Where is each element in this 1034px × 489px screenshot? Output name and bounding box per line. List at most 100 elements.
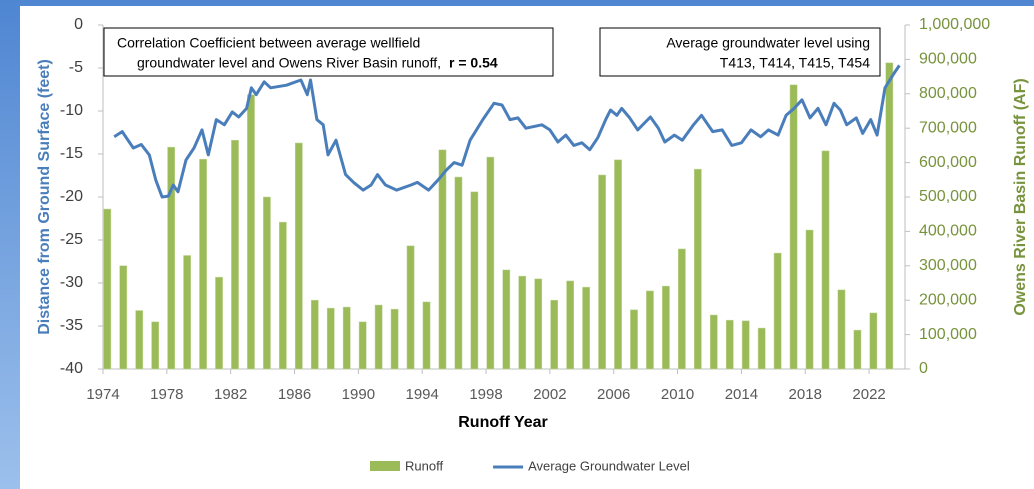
y2-tick-label: 600,000 <box>919 154 977 171</box>
y2-tick-label: 200,000 <box>919 291 977 308</box>
bar <box>534 278 543 370</box>
x-tick-label: 2002 <box>533 386 566 403</box>
y2-tick-label: 0 <box>919 360 928 377</box>
annotation-box <box>103 27 554 77</box>
bar <box>582 286 590 370</box>
bar <box>773 252 782 370</box>
bar <box>805 229 814 370</box>
bar <box>566 280 574 370</box>
bar <box>662 285 670 370</box>
y-tick-label: 0 <box>74 16 83 33</box>
bar <box>183 255 191 370</box>
x-tick-label: 1978 <box>150 386 183 403</box>
y2-tick-label: 900,000 <box>919 51 977 68</box>
y-tick-label: -5 <box>69 59 83 76</box>
bar <box>550 299 559 370</box>
y2-tick-label: 1,000,000 <box>919 16 990 33</box>
bar <box>326 307 335 370</box>
bar <box>869 312 878 370</box>
bar <box>151 321 160 370</box>
bar <box>789 84 798 370</box>
bar <box>646 290 654 370</box>
x-tick-label: 1994 <box>406 386 439 403</box>
annotation-text: Correlation Coefficient between average … <box>117 35 420 51</box>
x-tick-label: 2022 <box>852 386 885 403</box>
legend-swatch <box>370 461 400 471</box>
y2-tick-label: 500,000 <box>919 188 977 205</box>
bar <box>310 299 319 370</box>
bar <box>853 329 862 370</box>
annotation-text: Average groundwater level using <box>666 35 870 51</box>
bar <box>741 320 750 370</box>
annotation-emphasis: r = 0.54 <box>449 55 498 71</box>
bar <box>167 146 175 370</box>
x-tick-label: 1990 <box>342 386 375 403</box>
y2-tick-label: 400,000 <box>919 223 977 240</box>
x-axis-title: Runoff Year <box>458 414 548 431</box>
y-tick-label: -25 <box>60 231 83 248</box>
y-axis-title: Distance from Ground Surface (feet) <box>36 59 53 335</box>
y-tick-label: -40 <box>60 360 83 377</box>
bar <box>614 159 622 370</box>
bar <box>199 158 207 370</box>
x-tick-label: 2010 <box>661 386 694 403</box>
y2-axis-title: Owens River Basin Runoff (AF) <box>1012 78 1029 315</box>
annotation-text: T413, T414, T415, T454 <box>720 55 870 71</box>
bar <box>678 248 686 370</box>
y2-tick-label: 700,000 <box>919 119 977 136</box>
bar <box>215 276 223 370</box>
bar <box>247 94 255 370</box>
y2-tick-label: 800,000 <box>919 85 977 102</box>
bar <box>837 289 846 370</box>
bar <box>358 321 367 370</box>
annotation-text: groundwater level and Owens River Basin … <box>137 55 441 71</box>
line <box>113 64 901 199</box>
bar <box>103 208 112 370</box>
bar <box>709 314 718 370</box>
x-tick-label: 2006 <box>597 386 630 403</box>
x-tick-label: 1986 <box>278 386 311 403</box>
legend-label: Average Groundwater Level <box>528 458 690 473</box>
bar <box>390 308 399 370</box>
bar <box>342 306 351 370</box>
y2-tick-label: 100,000 <box>919 326 977 343</box>
bar <box>693 168 702 370</box>
x-tick-label: 1982 <box>214 386 247 403</box>
bar <box>821 150 830 370</box>
bar <box>486 156 495 370</box>
bar <box>294 142 303 370</box>
bar <box>374 304 383 370</box>
bar <box>231 139 239 370</box>
bar <box>885 62 894 370</box>
bar <box>518 275 527 370</box>
bar <box>454 176 463 370</box>
y-tick-label: -10 <box>60 102 83 119</box>
x-tick-label: 2014 <box>725 386 758 403</box>
bar <box>263 196 271 370</box>
chart-panel <box>20 6 1034 489</box>
bar <box>422 301 431 370</box>
bar <box>279 221 287 370</box>
y-tick-label: -15 <box>60 145 83 162</box>
bar <box>502 269 511 370</box>
x-tick-label: 1974 <box>86 386 119 403</box>
bar <box>135 310 144 370</box>
x-tick-label: 1998 <box>469 386 502 403</box>
bar <box>438 149 447 370</box>
y-tick-label: -30 <box>60 274 83 291</box>
bar <box>757 327 766 370</box>
bar <box>598 174 606 370</box>
bar <box>406 245 415 370</box>
y-tick-label: -20 <box>60 188 83 205</box>
y2-tick-label: 300,000 <box>919 257 977 274</box>
x-tick-label: 2018 <box>789 386 822 403</box>
bar <box>630 309 638 370</box>
legend-label: Runoff <box>405 458 443 473</box>
annotation-box <box>599 27 881 77</box>
y-tick-label: -35 <box>60 317 83 334</box>
bar <box>119 265 128 370</box>
bar <box>470 191 479 370</box>
bar <box>725 319 734 370</box>
